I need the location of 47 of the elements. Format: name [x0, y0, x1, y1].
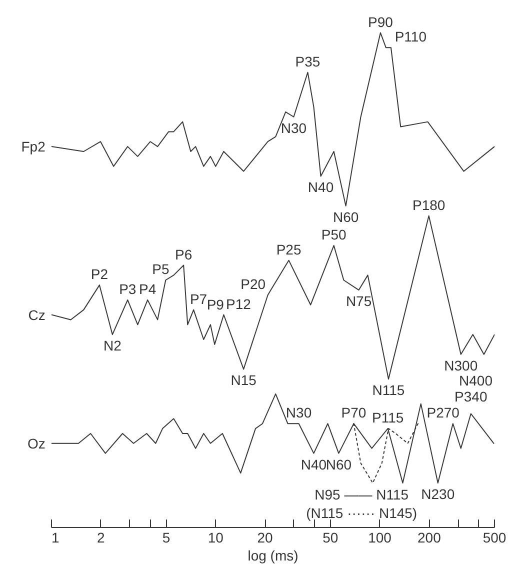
annotation: P9 — [206, 296, 224, 313]
x-axis-title: log (ms) — [248, 548, 298, 564]
x-tick-label: 1 — [52, 530, 60, 546]
annotation: N40 — [308, 179, 334, 196]
annotation: P6 — [175, 246, 192, 262]
annotation: N60 — [326, 456, 352, 472]
annotation: N40 — [300, 456, 327, 472]
annotation: N400 — [459, 372, 493, 388]
annotation: N60 — [332, 208, 359, 225]
annotation: P110 — [394, 28, 427, 45]
annotation: P5 — [152, 261, 170, 278]
annotation: P20 — [240, 276, 266, 292]
annotation: P50 — [321, 226, 347, 242]
annotation: N300 — [444, 357, 478, 374]
annotation: N15 — [230, 372, 257, 388]
x-tick-label: 20 — [257, 530, 274, 546]
annotation: P7 — [190, 290, 208, 307]
annotation: N75 — [346, 293, 372, 310]
annotation: N30 — [280, 120, 307, 136]
annotation: P2 — [90, 266, 108, 282]
x-tick-label: 5 — [162, 530, 170, 546]
annotation: N2 — [103, 338, 122, 354]
annotation: P270 — [426, 404, 460, 421]
annotation: N30 — [286, 404, 312, 421]
x-tick-label: 200 — [418, 530, 442, 546]
annotation: P90 — [368, 14, 394, 30]
annotation: (N115 ······ N145) — [306, 505, 418, 522]
x-tick-label: 50 — [322, 530, 338, 546]
x-tick-label: 2 — [97, 530, 106, 546]
annotation: N95 —— N115 — [314, 486, 409, 502]
annotation: P340 — [454, 388, 488, 405]
x-tick-label: 500 — [482, 530, 506, 546]
series-label: Fp2 — [21, 138, 46, 155]
annotation: P115 — [372, 410, 404, 426]
annotation: P70 — [341, 404, 366, 421]
x-tick-label: 10 — [208, 530, 224, 546]
annotation: P3 — [119, 280, 136, 297]
x-tick-label: 100 — [368, 530, 392, 546]
series-label: Oz — [27, 435, 46, 452]
annotation: P4 — [139, 280, 156, 297]
series-label: Cz — [28, 306, 46, 323]
annotation: P12 — [226, 296, 252, 312]
annotation: N230 — [421, 486, 455, 502]
annotation: P25 — [276, 241, 302, 258]
annotation: P180 — [412, 196, 446, 213]
annotation: N115 — [372, 382, 405, 398]
annotation: P35 — [295, 53, 320, 70]
